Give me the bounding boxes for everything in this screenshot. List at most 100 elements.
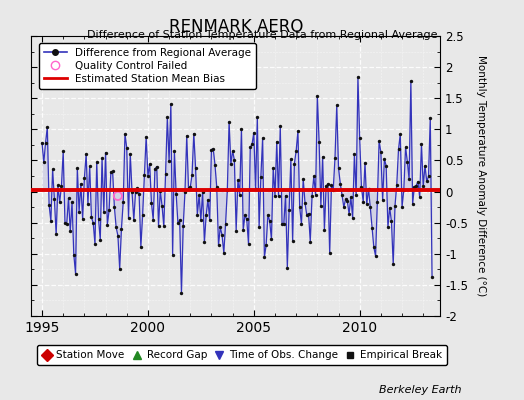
Point — [128, 189, 136, 196]
Y-axis label: Monthly Temperature Anomaly Difference (°C): Monthly Temperature Anomaly Difference (… — [476, 55, 486, 297]
Point — [292, 148, 300, 154]
Point — [320, 227, 329, 233]
Point — [341, 196, 350, 203]
Point — [88, 214, 96, 220]
Point — [398, 204, 406, 210]
Point — [269, 164, 277, 171]
Point — [181, 188, 189, 195]
Point — [230, 157, 238, 164]
Point — [237, 126, 246, 132]
Point — [172, 190, 180, 197]
Point — [167, 101, 175, 107]
Point — [220, 250, 228, 256]
Point — [50, 196, 59, 202]
Point — [59, 148, 68, 154]
Point — [296, 204, 304, 210]
Point — [333, 102, 341, 108]
Point — [400, 187, 408, 193]
Point — [375, 138, 383, 144]
Point — [405, 176, 413, 182]
Point — [264, 212, 272, 218]
Point — [135, 190, 143, 197]
Point — [249, 129, 258, 136]
Point — [408, 201, 417, 207]
Point — [387, 218, 396, 225]
Point — [294, 128, 302, 134]
Point — [38, 140, 46, 146]
Point — [179, 222, 188, 229]
Point — [348, 214, 357, 221]
Point — [308, 193, 316, 199]
Point — [186, 184, 194, 190]
Point — [232, 227, 241, 234]
Point — [428, 274, 436, 280]
Point — [132, 189, 140, 195]
Point — [401, 144, 410, 150]
Point — [193, 212, 202, 218]
Point — [392, 182, 401, 188]
Point — [75, 208, 83, 215]
Point — [395, 146, 403, 152]
Point — [417, 141, 425, 147]
Point — [311, 191, 320, 198]
Point — [248, 141, 256, 148]
Point — [340, 204, 348, 210]
Point — [57, 183, 66, 189]
Point — [158, 203, 166, 209]
Point — [338, 192, 346, 198]
Point — [70, 251, 78, 258]
Point — [188, 172, 196, 178]
Point — [347, 194, 355, 200]
Title: RENMARK AERO: RENMARK AERO — [169, 18, 303, 36]
Point — [368, 225, 376, 231]
Point — [84, 201, 92, 208]
Point — [182, 132, 191, 139]
Point — [364, 185, 373, 192]
Point — [386, 204, 394, 211]
Point — [165, 158, 173, 164]
Point — [96, 237, 104, 243]
Point — [114, 193, 122, 199]
Point — [352, 192, 361, 199]
Point — [407, 78, 415, 84]
Point — [361, 160, 369, 166]
Point — [61, 220, 69, 226]
Point — [98, 155, 106, 161]
Point — [199, 189, 207, 196]
Point — [246, 144, 255, 150]
Point — [77, 181, 85, 187]
Point — [204, 196, 212, 203]
Point — [227, 161, 235, 167]
Point — [278, 220, 286, 227]
Point — [149, 217, 157, 223]
Point — [301, 200, 309, 206]
Point — [43, 124, 51, 130]
Point — [152, 163, 161, 170]
Point — [117, 225, 126, 232]
Point — [287, 156, 295, 162]
Point — [200, 239, 209, 246]
Point — [382, 163, 390, 169]
Point — [115, 266, 124, 272]
Point — [424, 173, 433, 180]
Point — [211, 162, 219, 168]
Point — [422, 178, 431, 185]
Point — [334, 165, 343, 171]
Point — [110, 204, 118, 210]
Point — [100, 209, 108, 215]
Point — [107, 169, 115, 176]
Point — [85, 163, 94, 170]
Point — [160, 223, 168, 229]
Point — [366, 204, 375, 210]
Point — [184, 185, 193, 191]
Point — [170, 148, 179, 154]
Text: Difference of Station Temperature Data from Regional Average: Difference of Station Temperature Data f… — [87, 30, 437, 40]
Point — [156, 188, 165, 194]
Point — [218, 232, 226, 238]
Point — [221, 220, 230, 227]
Point — [202, 212, 210, 218]
Point — [112, 224, 121, 231]
Point — [275, 193, 283, 200]
Point — [313, 93, 322, 99]
Point — [82, 151, 90, 157]
